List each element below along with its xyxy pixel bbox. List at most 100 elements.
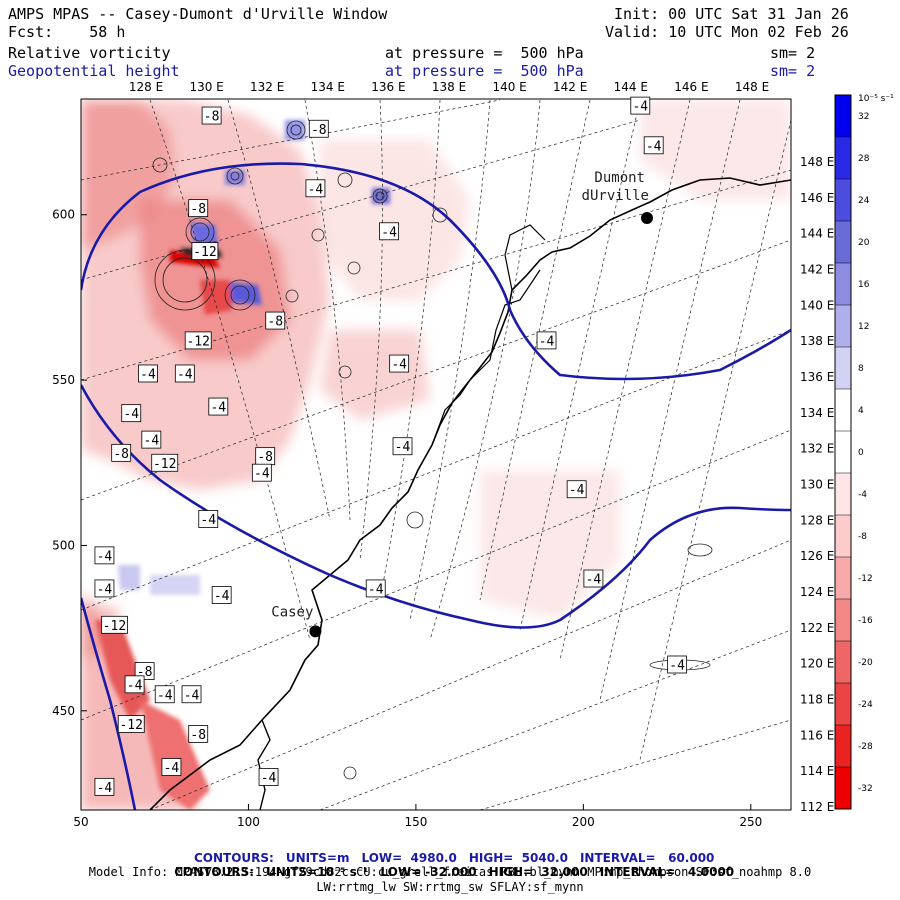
contour-label-text: -4	[97, 781, 113, 796]
colorbar-tick-label: 28	[858, 154, 870, 164]
x-tick-label: 100	[237, 815, 260, 829]
fcst-label: Fcst:	[8, 23, 54, 41]
contour-label-text: -8	[311, 123, 327, 138]
right-lon-label: 138 E	[800, 334, 834, 348]
colorbar-swatch	[835, 767, 851, 809]
field1-pressure: at pressure = 500 hPa	[385, 44, 584, 62]
y-tick-label: 450	[52, 704, 75, 718]
contour-label: -4	[536, 331, 557, 349]
fcst-value: 58 h	[89, 23, 126, 41]
contour-label: -4	[94, 546, 115, 564]
model-info: Model Info: MPASv8.2.3-194-gf29cd82c CU:…	[88, 865, 812, 879]
valid-time: Valid: 10 UTC Mon 02 Feb 26	[605, 23, 849, 41]
colorbar-tick-label: 4	[858, 406, 864, 416]
contour-label-text: -8	[190, 202, 206, 217]
contour-label: -4	[258, 768, 279, 786]
colorbar-tick-label: -32	[858, 784, 873, 794]
footer1-low: LOW= 4980.0	[361, 851, 457, 865]
top-lon-label: 128 E	[129, 80, 163, 94]
contour-label: -4	[181, 685, 202, 703]
colorbar-tick-label: 16	[858, 280, 870, 290]
model-info-physics: LW:rrtmg_lw SW:rrtmg_sw SFLAY:sf_mynn	[316, 880, 584, 894]
contour-label: -4	[251, 463, 272, 482]
contour-label-text: -8	[190, 728, 206, 743]
contour-label: -4	[566, 480, 587, 498]
contour-label-text: -4	[184, 688, 200, 703]
contour-label: -12	[101, 615, 128, 634]
right-lon-label: 122 E	[800, 621, 834, 635]
field1-pressure-value: 500 hPa	[520, 44, 584, 62]
footer1-high: HIGH= 5040.0	[468, 851, 568, 865]
field1-pressure-text: at pressure =	[385, 44, 503, 62]
contour-label: -12	[191, 242, 219, 260]
contour-label-text: -4	[586, 573, 602, 588]
colorbar-swatch	[835, 305, 851, 347]
contour-label: -4	[141, 430, 162, 449]
right-lon-label: 142 E	[800, 263, 834, 277]
contour-label: -4	[94, 579, 115, 597]
contour-label-text: -4	[569, 483, 585, 498]
colorbar-swatch	[835, 431, 851, 473]
contour-label: -4	[365, 579, 386, 597]
colorbar-swatch	[835, 221, 851, 263]
contour-label-text: -4	[254, 467, 270, 482]
contour-label: -4	[643, 136, 664, 154]
contour-label: -8	[255, 447, 276, 465]
x-tick-label: 200	[572, 815, 595, 829]
field2-name: Geopotential height	[8, 62, 180, 80]
right-lon-label: 112 E	[800, 800, 834, 814]
contour-label-text: -8	[113, 447, 129, 462]
contour-label: -8	[111, 443, 132, 462]
contour-label-text: -12	[153, 457, 176, 472]
contour-label: -4	[583, 569, 604, 588]
colorbar-swatch	[835, 95, 851, 137]
colorbar-tick-label: -28	[858, 742, 873, 752]
right-lon-label: 134 E	[800, 406, 834, 420]
station-dumont: Dumont dUrville	[582, 170, 653, 225]
contour-label-text: -4	[632, 100, 648, 115]
contour-label: -12	[117, 715, 145, 733]
contour-label: -12	[184, 331, 212, 349]
top-lon-label: 142 E	[553, 80, 587, 94]
contour-label-text: -4	[123, 407, 139, 422]
axis-ticks: 50 100 150 200 250 450 500 550 600	[52, 208, 762, 829]
right-lon-label: 120 E	[800, 657, 834, 671]
contour-label-text: -4	[97, 549, 113, 564]
colorbar-tick-label: -12	[858, 574, 873, 584]
right-lon-label: 118 E	[800, 693, 834, 707]
contour-label-text: -12	[193, 245, 216, 260]
contour-label-text: -4	[539, 334, 555, 349]
contour-label-text: -4	[391, 358, 407, 373]
top-lon-label: 134 E	[311, 80, 345, 94]
top-lon-label: 146 E	[674, 80, 708, 94]
field2-pressure: at pressure = 500 hPa	[385, 62, 584, 80]
station-marker	[640, 212, 653, 225]
colorbar-swatch	[835, 179, 851, 221]
right-lon-label: 114 E	[800, 764, 834, 778]
graticule	[81, 99, 791, 810]
right-lon-label: 146 E	[800, 191, 834, 205]
contour-label: -8	[201, 106, 222, 125]
contour-label-text: -8	[257, 450, 273, 465]
contour-label-text: -12	[119, 718, 142, 733]
colorbar-tick-label: -20	[858, 658, 873, 668]
contour-label: -12	[151, 453, 179, 472]
station-marker	[309, 625, 322, 638]
footer2-low: LOW= -32.000	[380, 865, 477, 879]
top-lon-label: 136 E	[371, 80, 405, 94]
contour-label-text: -4	[368, 582, 384, 597]
colorbar-tick-label: -8	[858, 532, 867, 542]
colorbar-swatch	[835, 683, 851, 725]
colorbar-swatch	[835, 473, 851, 515]
right-lon-label: 116 E	[800, 728, 834, 742]
y-tick-label: 500	[52, 538, 75, 552]
contour-label: -4	[154, 685, 175, 703]
colorbar: 10⁻⁵ s⁻¹ 32 28 24 20 16 12 8 4 0 -4 -8 -12 -16 -20 -24…	[834, 94, 894, 810]
contour-label-text: -12	[186, 334, 209, 349]
contour-label-text: -4	[127, 678, 143, 693]
right-lon-label: 144 E	[800, 227, 834, 241]
station-name: Casey	[271, 604, 313, 620]
colorbar-swatch	[835, 599, 851, 641]
field2-pressure-text: at pressure =	[385, 62, 503, 80]
